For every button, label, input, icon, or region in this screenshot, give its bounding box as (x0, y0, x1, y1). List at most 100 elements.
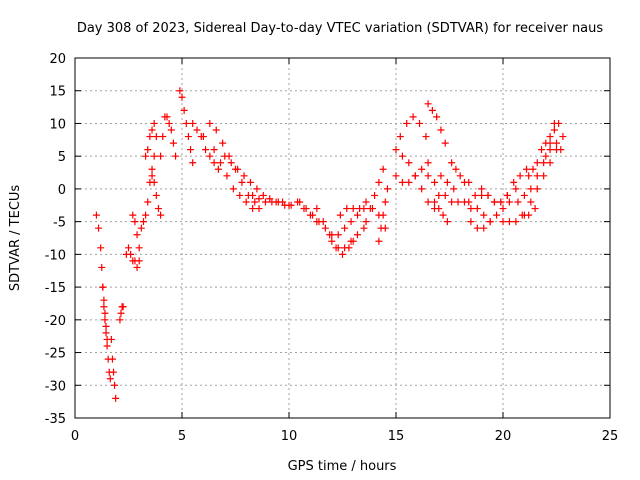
data-point (467, 205, 475, 213)
y-tick-label: -15 (45, 281, 66, 296)
y-tick-label: -30 (45, 379, 66, 394)
data-point (540, 172, 548, 180)
data-point (424, 159, 432, 167)
series-arc-35 (514, 133, 567, 206)
data-point (362, 218, 370, 226)
data-point (396, 133, 404, 141)
data-point (154, 205, 162, 213)
data-point (480, 211, 488, 219)
data-point (341, 224, 349, 232)
data-point (274, 198, 282, 206)
data-point (142, 211, 150, 219)
data-point (448, 198, 456, 206)
data-point (503, 191, 511, 199)
data-point (533, 172, 541, 180)
series-arc-12 (189, 119, 222, 173)
x-tick-label: 10 (281, 429, 298, 444)
data-point (505, 218, 513, 226)
data-point (116, 316, 124, 324)
plot-frame (74, 57, 611, 419)
data-point (450, 185, 458, 193)
data-point (431, 198, 439, 206)
data-point (510, 178, 518, 186)
data-point (321, 224, 329, 232)
data-point (493, 211, 501, 219)
data-point (398, 178, 406, 186)
data-point (431, 178, 439, 186)
data-point (486, 218, 494, 226)
data-point (229, 185, 237, 193)
data-point (169, 139, 177, 147)
series-arc-26 (424, 100, 449, 147)
data-point (347, 218, 355, 226)
data-point (159, 133, 167, 141)
data-point (103, 342, 111, 350)
series-arc-13 (199, 119, 263, 213)
data-point (371, 191, 379, 199)
data-point (473, 224, 481, 232)
data-point (214, 165, 222, 173)
data-point (465, 178, 473, 186)
data-point (418, 165, 426, 173)
y-tick-label: -5 (53, 216, 66, 231)
data-point (542, 152, 550, 160)
series-arc-38 (542, 119, 565, 160)
data-point (92, 211, 100, 219)
data-point (102, 329, 110, 337)
data-point (514, 198, 522, 206)
series-arc-15 (221, 152, 293, 209)
data-point (129, 211, 137, 219)
data-point (422, 133, 430, 141)
y-tick-label: 15 (49, 85, 66, 100)
data-point (255, 195, 263, 203)
data-point (443, 178, 451, 186)
data-point (328, 237, 336, 245)
data-point (157, 211, 165, 219)
series-arc-17 (296, 198, 368, 239)
data-point (117, 309, 125, 317)
data-point (202, 146, 210, 154)
data-point (499, 218, 507, 226)
data-point (433, 113, 441, 121)
series-arc-10 (157, 113, 180, 160)
y-tick-label: 20 (49, 52, 66, 67)
data-point (540, 159, 548, 167)
data-point (527, 198, 535, 206)
data-point (206, 119, 214, 127)
data-point (379, 165, 387, 173)
x-tick-label: 25 (602, 429, 619, 444)
data-point (97, 244, 105, 252)
data-point (533, 159, 541, 167)
data-point (334, 231, 342, 239)
data-point (165, 119, 173, 127)
data-point (435, 191, 443, 199)
data-point (163, 113, 171, 121)
data-point (416, 119, 424, 127)
data-point (261, 198, 269, 206)
data-point (287, 201, 295, 209)
data-point (253, 185, 261, 193)
data-point (336, 211, 344, 219)
data-point (341, 244, 349, 252)
data-point (319, 218, 327, 226)
data-point (443, 218, 451, 226)
series-arc-22 (375, 185, 391, 245)
data-point (172, 152, 180, 160)
data-point (546, 133, 554, 141)
data-point (379, 211, 387, 219)
series-arc-21 (362, 165, 387, 226)
data-point (512, 185, 520, 193)
data-point (238, 178, 246, 186)
data-point (520, 211, 528, 219)
series-arc-27 (424, 172, 458, 193)
data-point (405, 178, 413, 186)
data-point (375, 178, 383, 186)
data-point (242, 198, 250, 206)
data-point (144, 146, 152, 154)
data-point (189, 119, 197, 127)
data-point (309, 211, 317, 219)
data-point (409, 113, 417, 121)
data-point (347, 237, 355, 245)
series-arc-9 (148, 172, 165, 219)
data-point (98, 263, 106, 271)
